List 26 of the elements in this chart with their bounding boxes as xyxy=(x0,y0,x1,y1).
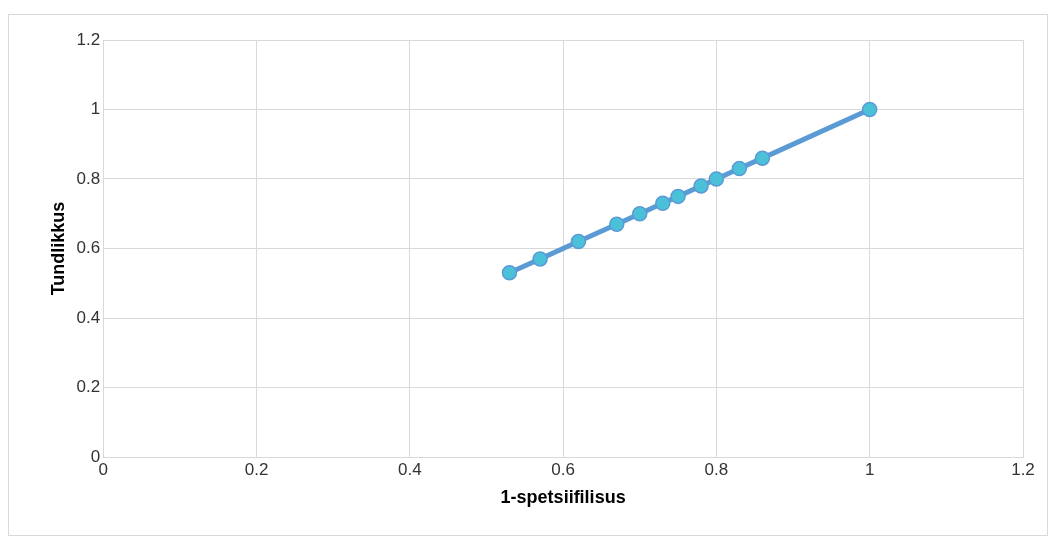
point xyxy=(655,195,671,212)
y-tick-label: 1 xyxy=(90,99,101,119)
y-axis-title: Tundlikkus xyxy=(47,201,68,296)
x-axis-title: 1-spetsiifilisus xyxy=(500,487,626,508)
x-tick-label: 0.6 xyxy=(551,459,575,479)
point xyxy=(693,178,709,194)
point xyxy=(861,101,878,118)
x-tick-label: 1.2 xyxy=(1011,459,1035,479)
point xyxy=(501,265,518,281)
x-tick-label: 0.2 xyxy=(244,459,269,479)
y-tick-label: 1.2 xyxy=(76,29,101,49)
point xyxy=(609,216,625,232)
y-tick-label: 0.4 xyxy=(76,307,101,327)
x-tick-label: 0.8 xyxy=(704,459,729,479)
point xyxy=(570,233,587,250)
point xyxy=(632,206,648,222)
y-tick-label: 0.8 xyxy=(76,168,101,188)
x-tick-label: 0.4 xyxy=(398,459,422,479)
x-tick-label: 1 xyxy=(864,459,875,479)
point xyxy=(731,160,748,177)
point xyxy=(670,188,686,205)
y-tick-label: 0.2 xyxy=(76,377,101,397)
y-tick-label: 0.6 xyxy=(76,238,101,258)
point xyxy=(532,251,548,267)
point xyxy=(754,150,771,166)
point xyxy=(708,171,725,187)
